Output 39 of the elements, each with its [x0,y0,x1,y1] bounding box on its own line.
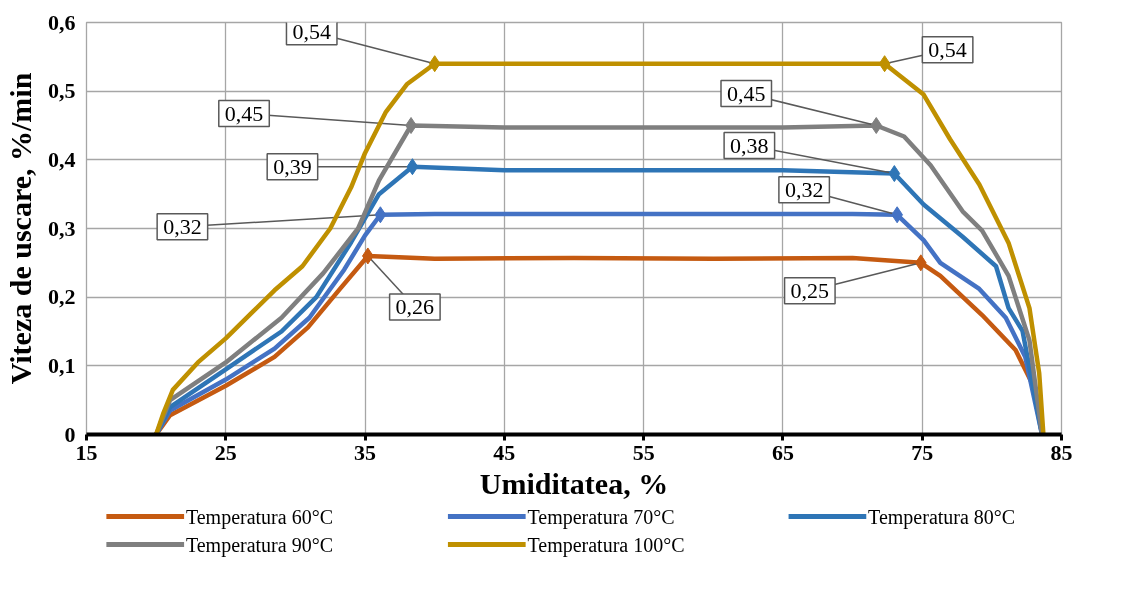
point [878,55,891,73]
point [914,254,927,272]
data-label: 0,45 [727,80,766,106]
data-label: 0,45 [224,100,264,126]
point [406,158,419,176]
y-tick-label: 0,3 [48,215,76,241]
y-tick-label: 0,6 [48,9,76,35]
data-label: 0,54 [928,36,967,62]
x-tick-label: 55 [632,439,655,465]
x-tick-label: 65 [771,439,794,465]
x-tick-label: 75 [911,439,934,465]
data-label: 0,54 [292,18,331,44]
point [428,55,441,73]
x-tick-label: 35 [354,439,377,465]
y-tick-label: 0,1 [48,352,76,378]
data-label: 0,38 [730,132,769,158]
legend-label: Temperatura 100°C [527,533,685,557]
data-label: 0,32 [784,176,824,202]
x-tick-label: 85 [1050,439,1073,465]
y-tick-label: 0,4 [48,146,76,172]
point [888,165,901,183]
legend-label: Temperatura 60°C [185,505,333,529]
data-label: 0,39 [273,153,312,179]
y-tick-label: 0 [64,421,76,447]
legend-label: Temperatura 80°C [868,505,1016,529]
legend-label: Temperatura 90°C [185,533,333,557]
x-tick-label: 25 [214,439,237,465]
point [870,117,883,134]
x-axis-title: Umiditatea, % [479,466,669,500]
y-axis-title: Viteza de uscare, %/min [4,72,37,385]
data-label: 0,32 [163,213,202,239]
legend-label: Temperatura 70°C [527,505,675,529]
y-tick-label: 0,5 [48,78,76,104]
x-tick-label: 15 [75,439,98,465]
x-tick-label: 45 [493,439,516,465]
point [374,206,387,224]
data-label: 0,26 [395,293,435,319]
data-label: 0,25 [790,277,830,303]
y-tick-label: 0,2 [48,284,76,310]
